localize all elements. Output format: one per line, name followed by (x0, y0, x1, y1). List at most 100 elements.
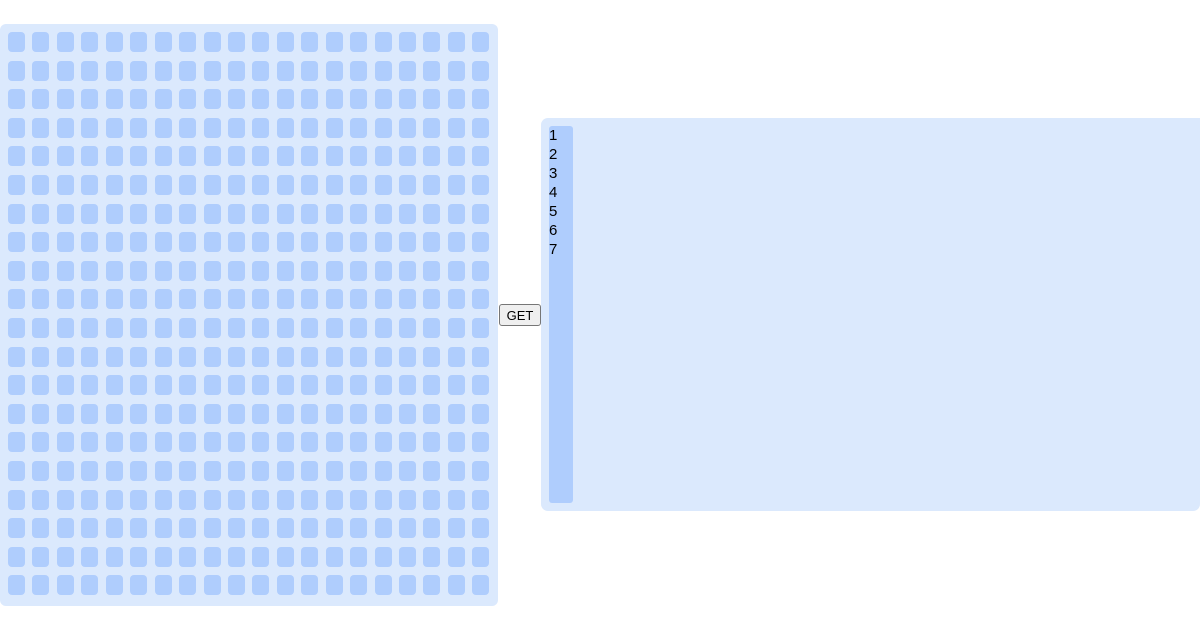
grid-cell[interactable] (301, 575, 319, 596)
grid-cell[interactable] (130, 317, 148, 338)
grid-cell[interactable] (130, 232, 148, 253)
grid-cell[interactable] (423, 32, 441, 52)
grid-cell[interactable] (227, 89, 245, 110)
grid-cell[interactable] (399, 432, 416, 453)
grid-cell[interactable] (276, 232, 294, 253)
grid-cell[interactable] (105, 432, 123, 453)
grid-cell[interactable] (374, 432, 392, 453)
grid-cell[interactable] (8, 89, 25, 110)
grid-cell[interactable] (325, 460, 343, 481)
grid-cell[interactable] (203, 260, 221, 281)
grid-cell[interactable] (32, 546, 50, 567)
grid-cell[interactable] (130, 117, 148, 138)
grid-cell[interactable] (81, 489, 99, 510)
grid-cell[interactable] (81, 432, 99, 453)
grid-cell[interactable] (105, 375, 123, 396)
grid-cell[interactable] (227, 232, 245, 253)
grid-cell[interactable] (325, 432, 343, 453)
grid-cell[interactable] (423, 489, 441, 510)
grid-cell[interactable] (8, 518, 25, 539)
grid-cell[interactable] (350, 403, 368, 424)
grid-cell[interactable] (423, 89, 441, 110)
grid-cell[interactable] (374, 289, 392, 310)
grid-cell[interactable] (8, 203, 25, 224)
grid-cell[interactable] (374, 375, 392, 396)
grid-cell[interactable] (374, 89, 392, 110)
grid-cell[interactable] (423, 232, 441, 253)
grid-cell[interactable] (203, 289, 221, 310)
grid-cell[interactable] (154, 289, 172, 310)
grid-cell[interactable] (423, 60, 441, 81)
grid-cell[interactable] (276, 403, 294, 424)
grid-cell[interactable] (301, 289, 319, 310)
grid-cell[interactable] (130, 460, 148, 481)
grid-cell[interactable] (154, 403, 172, 424)
grid-cell[interactable] (179, 489, 197, 510)
grid-cell[interactable] (350, 203, 368, 224)
grid-cell[interactable] (447, 174, 465, 195)
grid-cell[interactable] (350, 32, 368, 52)
grid-cell[interactable] (179, 575, 197, 596)
grid-cell[interactable] (276, 289, 294, 310)
grid-cell[interactable] (8, 117, 25, 138)
grid-cell[interactable] (227, 546, 245, 567)
grid-cell[interactable] (276, 375, 294, 396)
grid-cell[interactable] (423, 174, 441, 195)
grid-cell[interactable] (325, 89, 343, 110)
grid-cell[interactable] (374, 575, 392, 596)
grid-cell[interactable] (472, 89, 490, 110)
grid-cell[interactable] (81, 232, 99, 253)
grid-cell[interactable] (227, 317, 245, 338)
grid-cell[interactable] (447, 317, 465, 338)
grid-cell[interactable] (252, 146, 270, 167)
grid-cell[interactable] (203, 546, 221, 567)
grid-cell[interactable] (301, 203, 319, 224)
grid-cell[interactable] (32, 60, 50, 81)
grid-cell[interactable] (179, 203, 197, 224)
grid-cell[interactable] (154, 146, 172, 167)
grid-cell[interactable] (56, 117, 74, 138)
grid-cell[interactable] (56, 32, 74, 52)
grid-cell[interactable] (179, 146, 197, 167)
grid-cell[interactable] (252, 403, 270, 424)
grid-cell[interactable] (350, 489, 368, 510)
grid-cell[interactable] (179, 117, 197, 138)
grid-cell[interactable] (203, 575, 221, 596)
grid-cell[interactable] (350, 575, 368, 596)
grid-cell[interactable] (472, 117, 490, 138)
grid-cell[interactable] (301, 146, 319, 167)
grid-cell[interactable] (8, 260, 25, 281)
grid-cell[interactable] (423, 403, 441, 424)
grid-cell[interactable] (154, 117, 172, 138)
grid-cell[interactable] (8, 32, 25, 52)
grid-cell[interactable] (472, 32, 490, 52)
grid-cell[interactable] (423, 460, 441, 481)
grid-cell[interactable] (423, 346, 441, 367)
grid-cell[interactable] (399, 489, 416, 510)
grid-cell[interactable] (203, 375, 221, 396)
grid-cell[interactable] (252, 518, 270, 539)
grid-cell[interactable] (350, 117, 368, 138)
grid-cell[interactable] (423, 518, 441, 539)
grid-cell[interactable] (8, 60, 25, 81)
grid-cell[interactable] (32, 32, 50, 52)
grid-cell[interactable] (252, 575, 270, 596)
grid-cell[interactable] (399, 60, 416, 81)
grid-cell[interactable] (447, 60, 465, 81)
grid-cell[interactable] (8, 317, 25, 338)
grid-cell[interactable] (399, 346, 416, 367)
grid-cell[interactable] (32, 203, 50, 224)
grid-cell[interactable] (81, 403, 99, 424)
grid-cell[interactable] (423, 432, 441, 453)
grid-cell[interactable] (472, 289, 490, 310)
grid-cell[interactable] (32, 289, 50, 310)
grid-cell[interactable] (203, 518, 221, 539)
grid-cell[interactable] (8, 174, 25, 195)
grid-cell[interactable] (130, 546, 148, 567)
grid-cell[interactable] (154, 546, 172, 567)
grid-cell[interactable] (350, 432, 368, 453)
grid-cell[interactable] (399, 375, 416, 396)
grid-cell[interactable] (423, 203, 441, 224)
grid-cell[interactable] (130, 260, 148, 281)
grid-cell[interactable] (130, 32, 148, 52)
